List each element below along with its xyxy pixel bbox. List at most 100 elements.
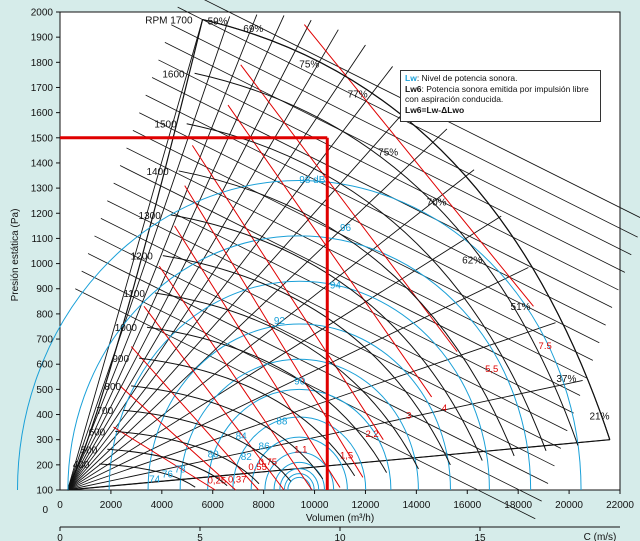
efficiency-label: 59% xyxy=(208,17,228,28)
curve-labels: RPM 1700 1600 1500 1400 1300 1200 1100 1000 900 8… xyxy=(73,16,610,487)
efficiency-label: 37% xyxy=(556,374,576,385)
rpm-label: 500 xyxy=(81,445,98,456)
x-axis-title: Volumen (m³/h) xyxy=(306,513,374,524)
sound-label: 78 xyxy=(175,464,187,475)
rpm-curve xyxy=(194,72,579,446)
system-line xyxy=(67,19,312,491)
rpm-label: 1100 xyxy=(123,289,145,300)
x-tick-label: 6000 xyxy=(202,500,225,511)
rpm-label: 1600 xyxy=(162,69,185,80)
y-tick-label: 700 xyxy=(36,335,53,346)
x-tick-label: 14000 xyxy=(402,500,430,511)
system-line xyxy=(67,94,421,491)
rpm-label: 400 xyxy=(73,460,90,471)
diagonal-line xyxy=(94,235,555,467)
sound-curve xyxy=(279,468,320,491)
power-curve xyxy=(184,185,364,478)
sound-label: 82 xyxy=(241,452,253,463)
x2-tick-label: 0 xyxy=(57,533,63,541)
system-line xyxy=(67,19,203,491)
y-tick-label: 800 xyxy=(36,309,53,320)
diagonal-line xyxy=(81,270,542,502)
y-tick-label: 2000 xyxy=(31,8,54,19)
legend-key-lw6: Lw6 xyxy=(405,83,422,94)
x-tick-label: 8000 xyxy=(253,500,276,511)
x2-axis-title: C (m/s) xyxy=(584,532,617,541)
y-tick-label: 300 xyxy=(36,435,53,446)
rpm-curve xyxy=(202,19,611,440)
x-tick-label: 4000 xyxy=(151,500,174,511)
x-tick-label: 12000 xyxy=(352,500,380,511)
diagonal-line xyxy=(75,288,536,520)
sound-curves xyxy=(16,180,582,491)
rpm-curve xyxy=(162,255,451,466)
diagonal-line xyxy=(107,200,568,432)
diagonal-line xyxy=(145,94,606,326)
power-label: 0,37 xyxy=(228,474,247,485)
rpm-label: 900 xyxy=(112,354,129,365)
system-line xyxy=(67,380,583,491)
efficiency-label: 21% xyxy=(589,412,609,423)
legend-box: Lw: Nivel de potencia sonora. Lw6: Poten… xyxy=(400,70,601,122)
legend-text-lw: : Nivel de potencia sonora. xyxy=(416,73,518,83)
sound-curve xyxy=(108,280,490,491)
power-curve xyxy=(143,306,285,491)
efficiency-label: 70% xyxy=(427,198,447,209)
power-curve xyxy=(120,386,236,491)
x2-tick-label: 10 xyxy=(334,533,346,541)
y-tick-label: 1700 xyxy=(31,83,54,94)
power-label: 0,25 xyxy=(208,476,227,487)
surge-line xyxy=(67,19,204,491)
legend-line-2: Lw6: Potencia sonora emitida por impulsi… xyxy=(405,84,596,105)
x-tick-label: 10000 xyxy=(301,500,329,511)
legend-key-lw: Lw xyxy=(405,73,417,83)
rpm-label: 1400 xyxy=(146,167,169,178)
rpm-curve xyxy=(99,463,196,488)
rpm-curve xyxy=(154,292,419,470)
rpm-label: 1300 xyxy=(139,211,162,222)
rpm-label: 600 xyxy=(89,427,106,438)
efficiency-label: 51% xyxy=(511,302,531,313)
y-tick-label: 1600 xyxy=(31,108,54,119)
y-axis-title: Presión estática (Pa) xyxy=(10,209,21,302)
power-label: 0,75 xyxy=(259,457,278,468)
power-label: 0,55 xyxy=(248,462,267,473)
legend-formula: Lw6=Lw-ΔLwo xyxy=(405,104,465,115)
rpm-label: 700 xyxy=(96,406,113,417)
y-tick-label: 900 xyxy=(36,284,53,295)
power-curve xyxy=(113,426,216,491)
y-tick-label: 400 xyxy=(36,410,53,421)
sound-curve xyxy=(232,416,367,491)
power-curve xyxy=(191,145,384,440)
power-label: 5,5 xyxy=(485,364,498,375)
x-tick-label-zero: 0 xyxy=(57,500,63,511)
legend-line-3: Lw6=Lw-ΔLwo xyxy=(405,105,596,116)
power-label: 2,2 xyxy=(365,429,378,440)
diagonal-line xyxy=(151,77,613,308)
sound-label: 96 xyxy=(340,223,352,234)
power-curve xyxy=(303,24,534,307)
x-tick-label: 22000 xyxy=(606,500,634,511)
diagonal-line xyxy=(87,253,549,484)
rpm-curve xyxy=(138,357,356,477)
sound-label: 98 dB xyxy=(299,175,325,186)
sound-label: 88 xyxy=(276,417,288,428)
sound-label: 76 xyxy=(162,469,174,480)
x-tick-label: 20000 xyxy=(555,500,583,511)
y-tick-label: 600 xyxy=(36,360,53,371)
system-line xyxy=(67,215,502,491)
diagonal-line xyxy=(100,217,562,449)
y-tick-label: 100 xyxy=(36,486,53,497)
axes: 1002003004005006007008009001000110012001… xyxy=(31,8,635,541)
power-curve xyxy=(240,64,458,352)
rpm-curve xyxy=(146,326,388,473)
system-line xyxy=(67,128,448,491)
y-tick-label: 1500 xyxy=(31,133,54,144)
operating-point-lines xyxy=(60,136,329,490)
sound-curve xyxy=(16,180,582,491)
power-curve xyxy=(158,265,313,491)
power-label: 1,5 xyxy=(340,451,353,462)
legend-line-1: Lw: Nivel de potencia sonora. xyxy=(405,73,596,84)
rpm-curve xyxy=(186,123,547,452)
x-tick-label: 16000 xyxy=(453,500,481,511)
